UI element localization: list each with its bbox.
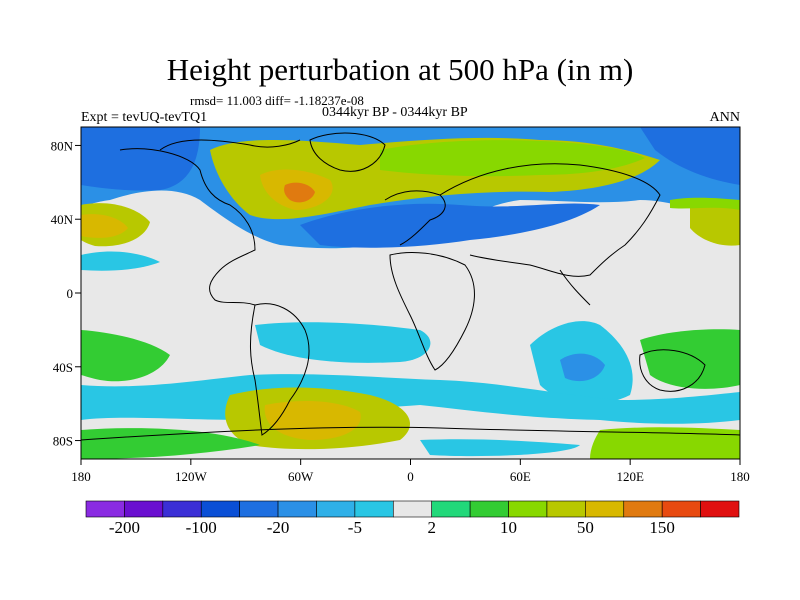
y-tick-label: 40N bbox=[51, 212, 74, 227]
colorbar-label: 2 bbox=[427, 518, 436, 537]
colorbar-label: 50 bbox=[577, 518, 594, 537]
north-red-core bbox=[284, 182, 315, 203]
colorbar-swatch bbox=[277, 500, 317, 518]
tropics-lightblue-3 bbox=[81, 251, 160, 271]
colorbar-swatch bbox=[239, 500, 279, 518]
colorbar-swatch bbox=[661, 500, 701, 518]
colorbar-swatch bbox=[316, 500, 356, 518]
figure-title: Height perturbation at 500 hPa (in m) bbox=[166, 52, 634, 87]
coastlines bbox=[81, 132, 740, 441]
x-axis: 180 120W 60W 0 60E 120E 180 bbox=[71, 459, 750, 484]
colorbar-swatch bbox=[585, 500, 625, 518]
south-green-west bbox=[81, 330, 170, 382]
colorbar-swatch bbox=[200, 500, 240, 518]
y-tick-label: 40S bbox=[53, 360, 73, 375]
x-tick-label: 0 bbox=[407, 469, 414, 484]
colorbar-swatch bbox=[623, 500, 663, 518]
colorbar-label: -200 bbox=[109, 518, 140, 537]
atlantic-blue bbox=[300, 203, 600, 248]
period-label: 0344kyr BP - 0344kyr BP bbox=[322, 105, 468, 120]
tropics-blue-core bbox=[560, 353, 605, 382]
y-axis: 80N 40N 0 40S 80S bbox=[51, 138, 81, 449]
x-tick-label: 120E bbox=[616, 469, 644, 484]
x-tick-label: 120W bbox=[175, 469, 208, 484]
colorbar-swatch bbox=[85, 500, 125, 518]
east-yellow-lobe bbox=[690, 201, 740, 246]
colorbar-label: -20 bbox=[267, 518, 290, 537]
colorbar-swatch bbox=[431, 500, 471, 518]
season-label: ANN bbox=[709, 110, 740, 125]
x-tick-label: 180 bbox=[71, 469, 91, 484]
colorbar-swatch bbox=[354, 500, 394, 518]
colorbar-label: -5 bbox=[348, 518, 362, 537]
y-tick-label: 0 bbox=[67, 286, 74, 301]
colorbar-swatch bbox=[469, 500, 509, 518]
north-green-edge bbox=[380, 140, 645, 177]
colorbar-label: 10 bbox=[500, 518, 517, 537]
south-lightblue-polar bbox=[420, 439, 580, 457]
north-dark-blue bbox=[81, 127, 200, 191]
south-orange-core bbox=[264, 400, 361, 440]
south-east-green bbox=[590, 427, 740, 459]
contour-field bbox=[81, 127, 740, 459]
experiment-label: Expt = tevUQ-tevTQ1 bbox=[81, 110, 208, 125]
colorbar-swatch bbox=[700, 500, 740, 518]
y-tick-label: 80S bbox=[53, 434, 73, 449]
south-green-fringe bbox=[81, 428, 260, 459]
y-tick-label: 80N bbox=[51, 138, 74, 153]
stats-label: rmsd= 11.003 diff= -1.18237e-08 bbox=[190, 93, 364, 108]
west-orange-lobe bbox=[81, 214, 128, 238]
colorbar-label: -100 bbox=[186, 518, 217, 537]
x-tick-label: 60E bbox=[510, 469, 531, 484]
colorbar-swatch bbox=[124, 500, 164, 518]
colorbar-label: 150 bbox=[649, 518, 675, 537]
tropics-lightblue-1 bbox=[255, 322, 431, 363]
x-tick-label: 180 bbox=[730, 469, 750, 484]
x-tick-label: 60W bbox=[288, 469, 314, 484]
colorbar: -200 -100 -20 -5 2 10 50 150 bbox=[85, 500, 740, 537]
colorbar-swatch bbox=[392, 500, 433, 518]
south-green-east bbox=[640, 329, 740, 389]
colorbar-swatch bbox=[162, 500, 202, 518]
east-green-edge bbox=[670, 197, 740, 210]
colorbar-swatch bbox=[546, 500, 586, 518]
colorbar-swatch bbox=[508, 500, 548, 518]
north-dark-blue-2 bbox=[640, 127, 740, 185]
